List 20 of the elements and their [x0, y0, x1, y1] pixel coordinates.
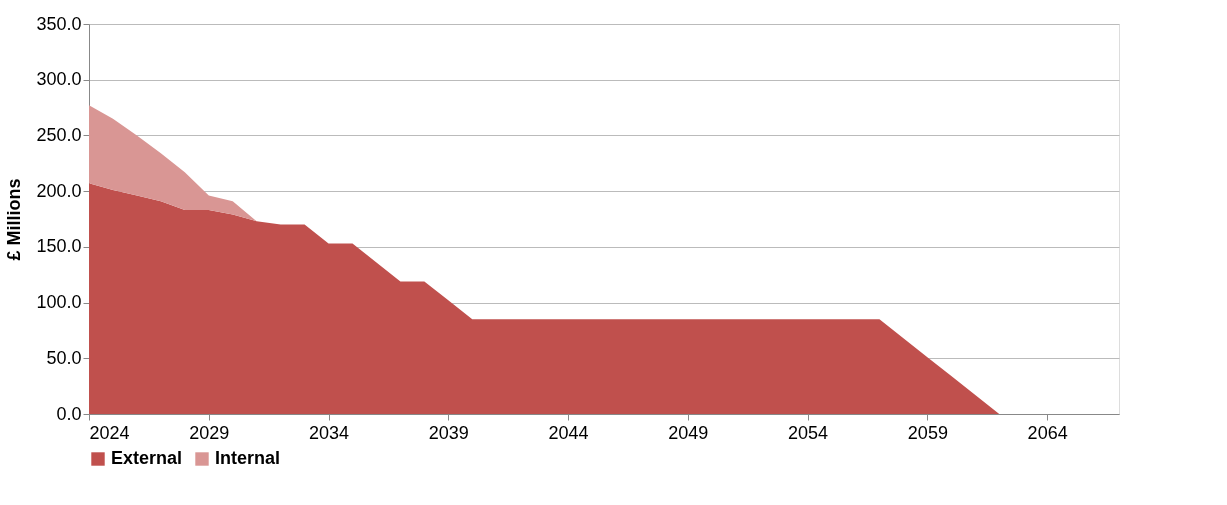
y-tick-label: 200.0	[36, 180, 82, 201]
x-tick-label: 2054	[788, 422, 829, 443]
y-tick-label: 100.0	[36, 292, 82, 313]
x-tick-label: 2034	[309, 422, 350, 443]
x-tick-label: 2024	[89, 422, 130, 443]
x-tick-label: 2059	[907, 422, 948, 443]
y-tick-label: 50.0	[46, 347, 82, 368]
x-tick-label: 2064	[1027, 422, 1068, 443]
y-tick-label: 350.0	[36, 13, 82, 34]
x-tick-label: 2029	[189, 422, 230, 443]
x-tick-label: 2039	[428, 422, 469, 443]
y-tick-label: 250.0	[36, 124, 82, 145]
y-tick-label: 300.0	[36, 69, 82, 90]
legend-label: Internal	[215, 448, 281, 468]
y-tick-label: 0.0	[56, 403, 82, 424]
y-axis-title: £ Millions	[4, 178, 25, 261]
x-tick-label: 2044	[548, 422, 589, 443]
y-tick-label: 150.0	[36, 236, 82, 257]
x-tick-label: 2049	[668, 422, 709, 443]
legend-label: External	[111, 448, 183, 468]
